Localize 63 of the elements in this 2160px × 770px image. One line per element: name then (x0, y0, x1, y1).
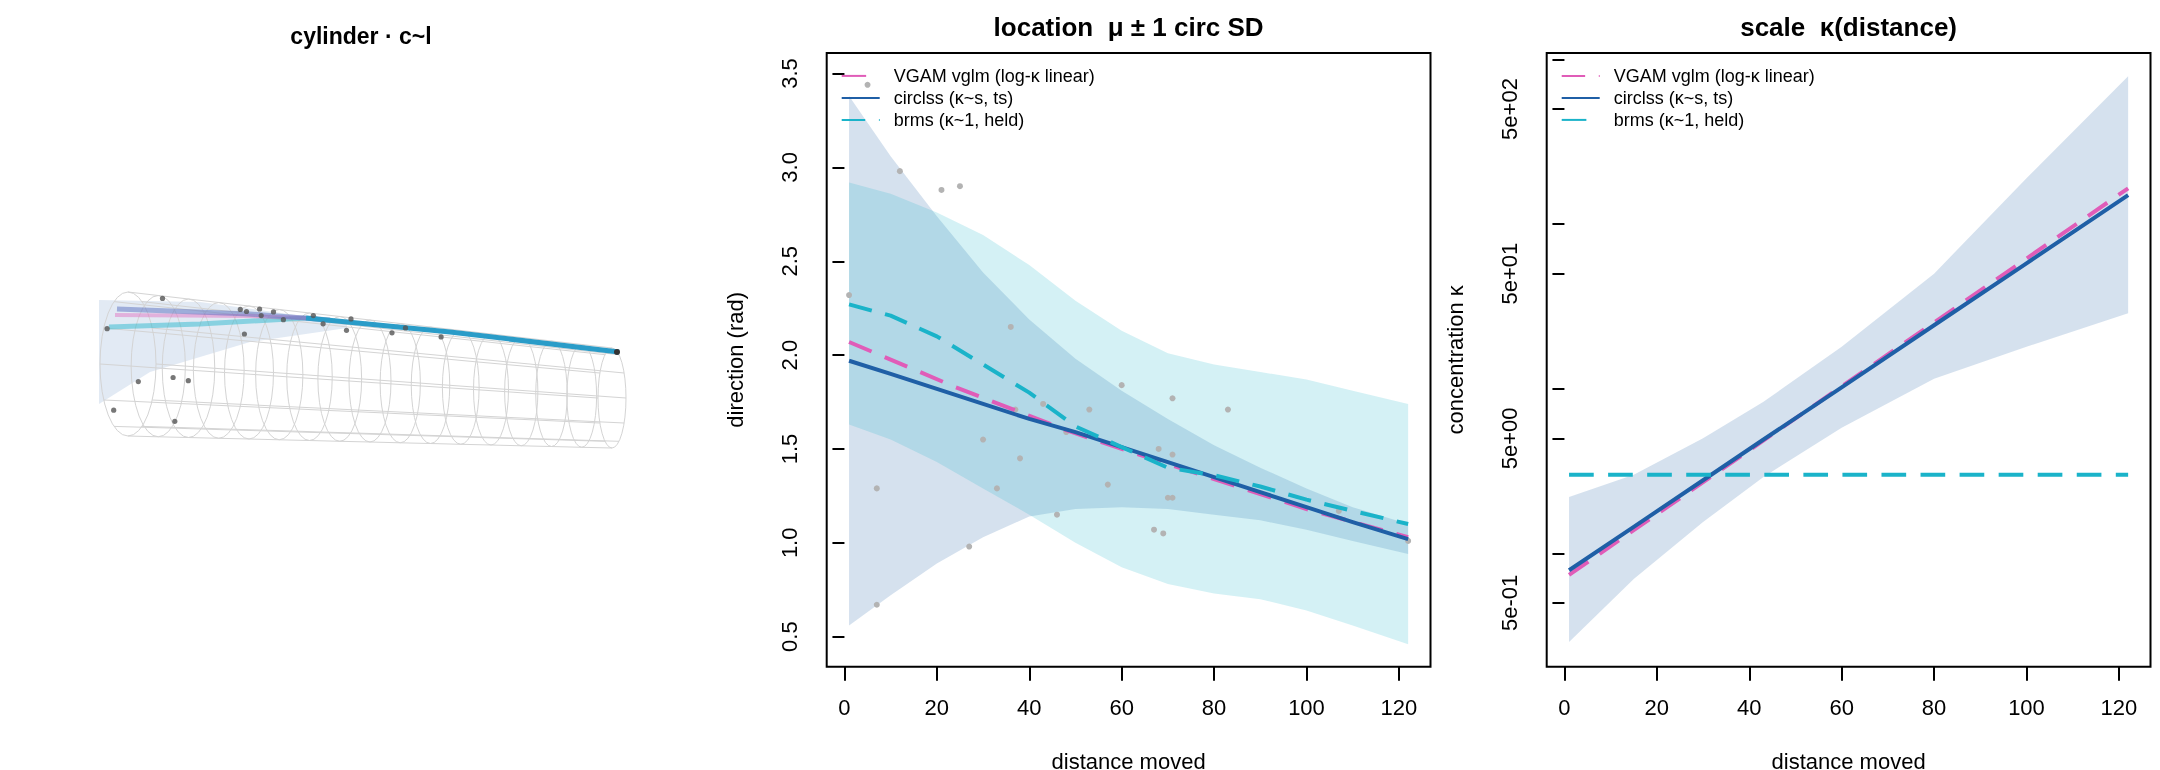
x-tick-label: 100 (2008, 695, 2045, 721)
point (1017, 455, 1024, 462)
legend-label: circlss (κ~s, ts) (1613, 87, 1734, 108)
y-tick-label: 2.0 (777, 339, 803, 371)
x-tick-label: 80 (1921, 695, 1947, 721)
point (1169, 395, 1176, 402)
x-tick-label: 0 (838, 695, 851, 721)
point (938, 186, 945, 193)
line-series (847, 302, 1411, 527)
point (1155, 445, 1162, 452)
point (993, 485, 1000, 492)
x-tick-label: 40 (1017, 695, 1042, 721)
x-axis-title: distance moved (1771, 749, 1926, 770)
point (1169, 451, 1176, 458)
point (1040, 400, 1047, 407)
x-tick-label: 20 (924, 695, 950, 721)
point (966, 543, 973, 550)
legend-label: VGAM vglm (log-κ linear) (1613, 65, 1815, 86)
point (873, 601, 880, 608)
point (873, 485, 880, 492)
y-tick-label: 1.0 (777, 527, 803, 559)
y-tick-label: 5e+02 (1497, 78, 1523, 140)
point (1007, 323, 1014, 330)
y-axis-title: concentration κ (1443, 284, 1469, 435)
point (864, 81, 871, 88)
point (1164, 494, 1171, 501)
y-tick-label: 1.5 (777, 433, 803, 465)
point (1118, 382, 1125, 389)
y-tick-label: 2.5 (777, 245, 803, 277)
point (956, 183, 963, 190)
y-tick-label: 5e+01 (1497, 242, 1523, 305)
point (1160, 530, 1167, 537)
y-tick-label: 5e+00 (1497, 407, 1523, 470)
legend-label: VGAM vglm (log-κ linear) (893, 65, 1095, 86)
y-tick-label: 3.5 (777, 58, 803, 89)
x-tick-label: 0 (1558, 695, 1571, 721)
y-tick-label: 3.0 (777, 152, 803, 183)
x-axis-title: distance moved (1051, 749, 1206, 770)
point (846, 292, 853, 299)
point (1151, 526, 1158, 533)
x-tick-label: 20 (1644, 695, 1670, 721)
x-tick-label: 120 (1380, 695, 1418, 721)
y-tick-label: 0.5 (777, 621, 803, 652)
point (896, 168, 903, 175)
y-axis-title: direction (rad) (723, 291, 749, 428)
point (1053, 511, 1060, 518)
y-tick-label: 5e-01 (1497, 574, 1523, 632)
legend-label: brms (κ~1, held) (1613, 109, 1745, 130)
x-tick-label: 120 (2100, 695, 2138, 721)
point (1224, 406, 1231, 413)
x-tick-label: 80 (1201, 695, 1227, 721)
legend-label: brms (κ~1, held) (893, 109, 1025, 130)
text: cylinder · c~l (289, 22, 433, 50)
x-tick-label: 100 (1288, 695, 1325, 721)
legend-label: circlss (κ~s, ts) (893, 87, 1014, 108)
point (980, 436, 987, 443)
chart-title: scale κ(distance) (1740, 12, 1958, 42)
chart-title: location μ ± 1 circ SD (993, 12, 1264, 42)
point (1104, 481, 1111, 488)
x-tick-label: 60 (1109, 695, 1134, 721)
x-tick-label: 40 (1737, 695, 1762, 721)
point (1169, 494, 1176, 501)
x-tick-label: 60 (1829, 695, 1854, 721)
